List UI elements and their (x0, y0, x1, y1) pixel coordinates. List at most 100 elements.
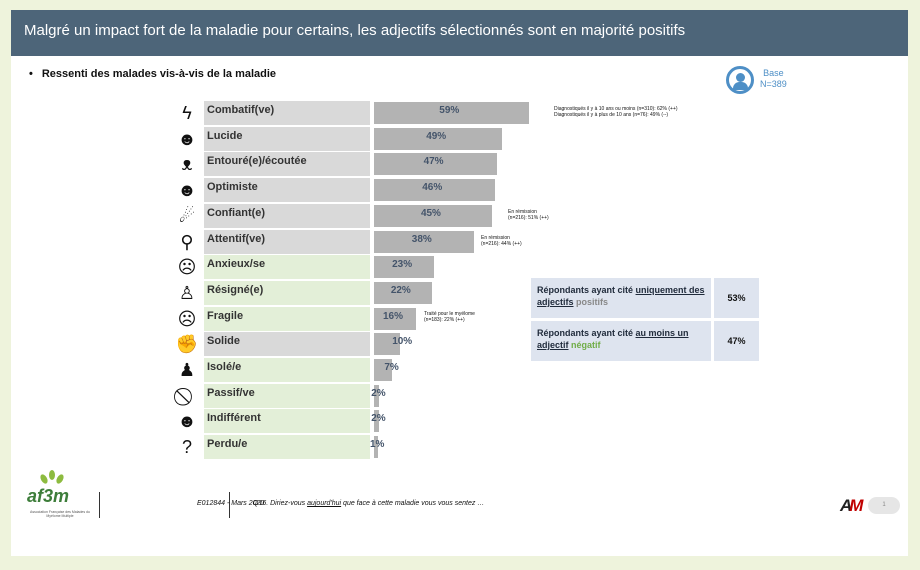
adjective-percent: 47% (423, 156, 444, 168)
study-reference: E012844 - Mars 2020 (197, 500, 265, 507)
bullet-marker: • (29, 68, 33, 80)
adjective-bar (374, 281, 432, 304)
adjective-bar (374, 307, 416, 330)
adjective-label: Combatif(ve) (204, 101, 370, 125)
adjective-percent: 16% (382, 310, 403, 322)
adjective-percent: 46% (422, 182, 443, 194)
lightning-icon: ϟ (182, 103, 192, 123)
note-line: (n=183): 22% (++) (424, 317, 465, 323)
brand-letter: M (849, 496, 863, 515)
adjective-percent: 59% (439, 105, 460, 116)
group-icon (726, 66, 754, 94)
note-line: (n=216): 51% (++) (508, 215, 549, 221)
adjective-percent: 22% (390, 284, 411, 296)
summary-prefix: Répondants ayant cité (537, 328, 636, 338)
adjective-bar (374, 410, 380, 433)
adjective-percent: 45% (420, 207, 441, 219)
worried-face-icon: ☹ (177, 257, 197, 278)
adjective-bar (374, 384, 380, 407)
summary-negative-label: Répondants ayant cité au moins un adject… (531, 321, 711, 361)
brand-logo: AM (840, 496, 864, 516)
adjective-percent: 23% (392, 259, 413, 271)
base-label: Base (763, 68, 784, 78)
slide-title: Malgré un impact fort de la maladie pour… (11, 10, 908, 56)
lonely-person-icon: ♟ (178, 360, 196, 380)
adjective-percent: 7% (384, 362, 399, 373)
adjective-percent: 49% (426, 130, 447, 142)
summary-underlined: au moins un adjectif (537, 328, 689, 350)
adjective-percent: 2% (371, 387, 386, 399)
adjective-bar (374, 179, 495, 202)
adjective-label: Anxieux/se (204, 255, 370, 280)
people-group-icon: ᴥ (181, 154, 193, 175)
summary-prefix: Répondants ayant cité (537, 285, 636, 295)
adjective-bar (374, 127, 503, 150)
brand-letter: A (840, 496, 852, 515)
adjective-bar (374, 436, 378, 459)
adjective-percent: 1% (370, 439, 385, 451)
adjective-label: Optimiste (204, 178, 370, 203)
summary-positive: Répondants ayant cité uniquement des adj… (531, 278, 759, 318)
adjective-label: Lucide (204, 126, 370, 151)
note-fragile: Traité pour le myélome (n=183): 22% (++) (424, 311, 475, 323)
flexed-arm-icon: ✊ (175, 334, 199, 355)
adjective-label: Confiant(e) (204, 203, 370, 228)
adjective-bar (374, 102, 529, 124)
note-line: Diagnostiqués il y à 10 ans ou moins (n=… (554, 106, 678, 112)
question-suffix: que face à cette maladie vous vous sente… (341, 500, 485, 507)
note-line: En rémission (481, 235, 510, 241)
adjective-bar (374, 256, 435, 279)
adjective-label: Perdu/e (204, 435, 370, 460)
adjective-bar (374, 230, 474, 253)
question-mark-icon: ? (181, 437, 192, 458)
summary-positive-label: Répondants ayant cité uniquement des adj… (531, 278, 711, 318)
adjective-bar (374, 359, 393, 381)
logo-subtitle: Association Française des Malades du Myé… (30, 510, 90, 518)
note-line: Diagnostiqués il y à plus de 10 ans (n=7… (554, 112, 669, 118)
adjective-bar (374, 333, 401, 356)
adjective-label: Résigné(e) (204, 280, 370, 305)
sad-face-icon: ☹ (177, 308, 197, 329)
divider (99, 492, 100, 518)
adjective-label: Passif/ve (204, 383, 370, 408)
question-prefix: Q16. Diriez-vous (253, 500, 308, 507)
note-attentif: En rémission (n=216): 44% (++) (481, 235, 522, 247)
adjective-percent: 38% (411, 233, 432, 245)
af3m-logo: af3m Association Française des Malades d… (25, 470, 95, 520)
note-line: Traité pour le myélome (424, 311, 475, 317)
adjective-label: Solide (204, 332, 370, 357)
adjective-label: Indifférent (204, 409, 370, 434)
note-line: (n=216): 44% (++) (481, 241, 522, 247)
adjective-label: Attentif(ve) (204, 229, 370, 254)
note-line: En rémission (508, 209, 537, 215)
note-combatif: Diagnostiqués il y à 10 ans ou moins (n=… (554, 106, 678, 118)
shooting-star-icon: ☄ (178, 205, 196, 226)
magnifier-pulse-icon: ⚲ (180, 231, 194, 252)
page-number: 1 (868, 497, 900, 514)
summary-positive-value: 53% (714, 278, 759, 318)
adjective-label: Entouré(e)/écoutée (204, 152, 370, 177)
subtitle-text: Ressenti des malades vis-à-vis de la mal… (41, 68, 277, 80)
section-subtitle: • Ressenti des malades vis-à-vis de la ma… (29, 68, 276, 80)
no-sign-icon: ⃠ (173, 384, 201, 408)
summary-negative-value: 47% (714, 321, 759, 361)
base-count: N=389 (760, 79, 787, 89)
base-indicator: Base N=389 (726, 66, 816, 100)
smiley-icon: ☻ (177, 180, 197, 201)
divider (229, 492, 230, 518)
logo-text: af3m (27, 486, 70, 506)
adjective-bar (374, 153, 498, 176)
question-text: Q16. Diriez-vous aujourd'hui que face à … (253, 500, 484, 507)
summary-suffix: négatif (568, 340, 601, 350)
neutral-face-icon: ☻ (177, 411, 197, 432)
question-underlined: aujourd'hui (307, 500, 342, 507)
head-gears-icon: ☻ (177, 128, 197, 149)
logo-leaves-icon (38, 470, 66, 490)
summary-negative: Répondants ayant cité au moins un adject… (531, 321, 759, 361)
note-confiant: En rémission (n=216): 51% (++) (508, 209, 549, 221)
slide: Malgré un impact fort de la maladie pour… (11, 10, 908, 556)
adjective-label: Fragile (204, 306, 370, 331)
adjective-bar (374, 204, 492, 227)
adjective-percent: 10% (392, 336, 413, 348)
adjective-percent: 2% (371, 413, 386, 425)
